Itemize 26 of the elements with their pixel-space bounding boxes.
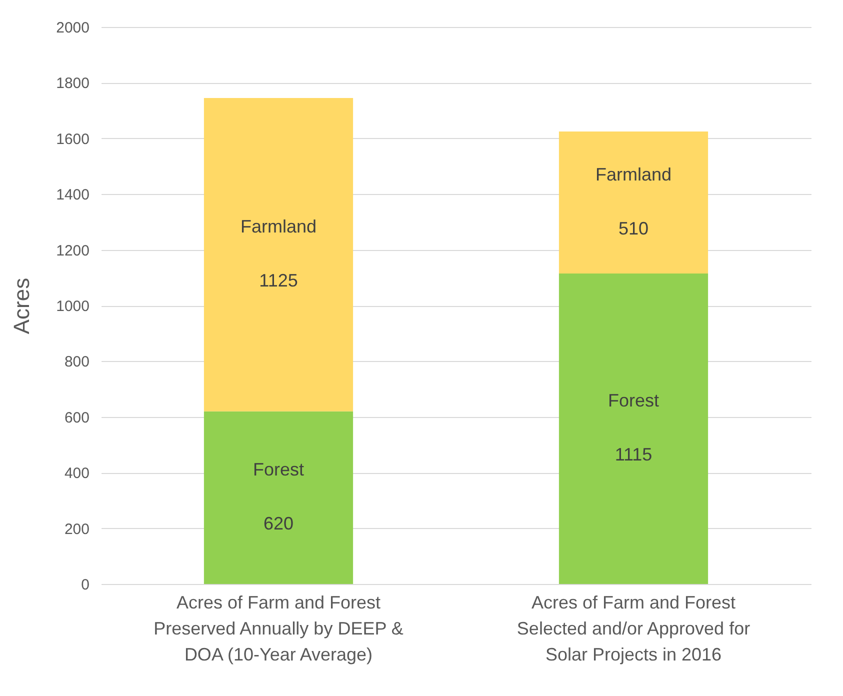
y-tick-label: 0 bbox=[81, 576, 90, 594]
series-label: Farmland bbox=[595, 164, 672, 184]
y-tick-label: 1400 bbox=[56, 186, 90, 204]
series-label: Forest bbox=[252, 460, 304, 480]
y-tick-label: 2000 bbox=[56, 20, 90, 36]
y-tick-label: 600 bbox=[64, 409, 90, 426]
bar bbox=[204, 98, 354, 412]
bar bbox=[558, 273, 708, 584]
bar bbox=[558, 131, 708, 274]
y-axis-title: Acres bbox=[9, 278, 34, 334]
data-label: 510 bbox=[618, 218, 649, 238]
text: Farmland bbox=[240, 216, 317, 237]
x-tick-label: Acres of Farm and Forest Preserved Annually by DEEP & DOA (10-Year Average) bbox=[154, 592, 404, 664]
bar bbox=[204, 411, 354, 584]
y-tick-label: 200 bbox=[64, 520, 90, 538]
text: Forest bbox=[608, 390, 660, 411]
y-tick-label: 800 bbox=[64, 354, 90, 371]
y-tick-label: 1800 bbox=[56, 75, 90, 92]
data-label: 1125 bbox=[259, 270, 298, 291]
data-label: 1115 bbox=[614, 444, 652, 465]
x-tick-label: Acres of Farm and Forest Selected and/or Approved for Solar Projects in 2016 bbox=[516, 592, 750, 664]
y-tick-label: 400 bbox=[64, 465, 90, 482]
y-tick-label: 1000 bbox=[56, 298, 90, 315]
y-tick-label: 1200 bbox=[56, 242, 90, 260]
data-label: 620 bbox=[263, 514, 294, 534]
y-tick-label: 1600 bbox=[56, 130, 90, 148]
